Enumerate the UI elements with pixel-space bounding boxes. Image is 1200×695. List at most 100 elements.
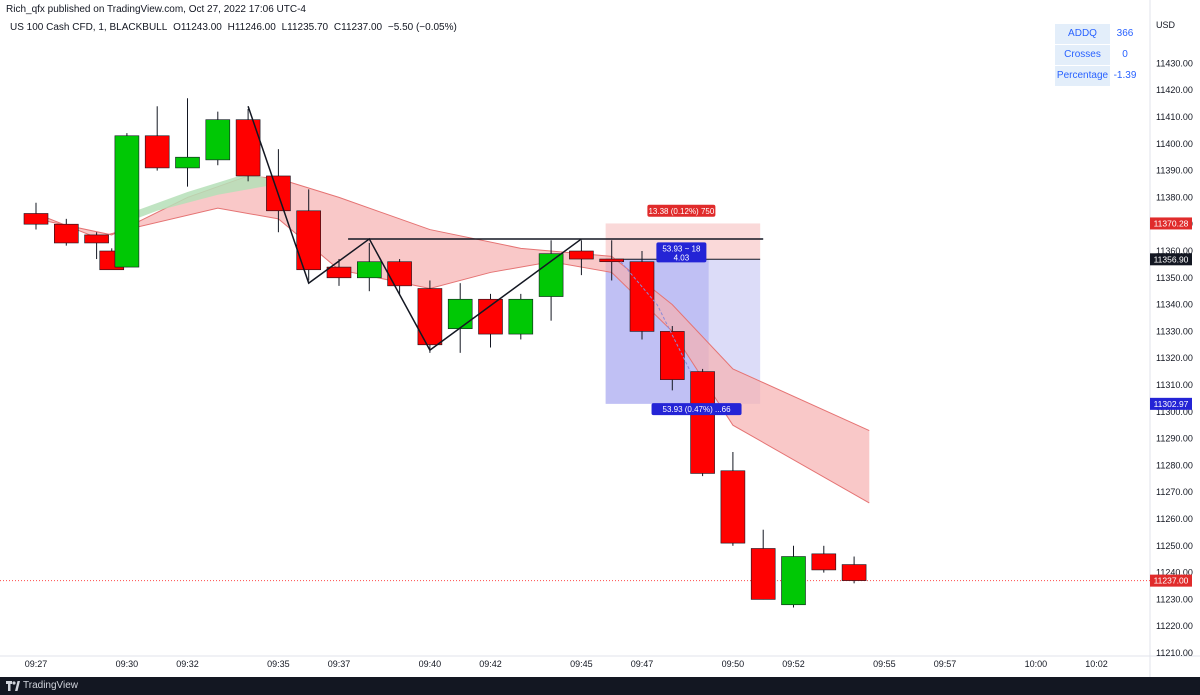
stop-annotation-text: 13.38 (0.12%) 750 [648,207,714,216]
x-tick-label: 09:45 [570,659,593,669]
y-tick-label: 11280.00 [1156,460,1193,470]
price-label-box [1150,397,1192,410]
candle-body [144,135,170,169]
target-annotation-box [651,403,742,416]
candle [690,368,715,477]
candle-body [23,213,49,225]
candle [781,545,806,608]
candle [23,202,49,230]
y-tick-label: 11380.00 [1156,192,1193,202]
x-tick-label: 09:27 [25,659,48,669]
candle [144,106,170,171]
candle-body [599,258,625,263]
y-tick-label: 11210.00 [1156,648,1193,658]
candle [841,556,867,584]
candle-body [659,331,685,380]
x-tick-label: 10:02 [1085,659,1108,669]
candle [629,251,655,340]
symbol-info: US 100 Cash CFD, 1, BLACKBULL O11243.00 … [10,22,460,33]
y-tick-label: 11430.00 [1156,58,1193,68]
candle-body [569,250,594,260]
y-tick-label: 11300.00 [1156,407,1193,417]
candle [538,240,564,321]
candle-body [326,266,352,279]
candle-body [387,261,412,287]
x-tick-label: 09:32 [176,659,199,669]
price-chart[interactable]: 11210.00 11220.00 11230.00 11240.00 11250.00… [0,0,1200,677]
stats-row-percentage: Percentage -1.39 [1055,66,1140,86]
y-tick-label: 11260.00 [1156,514,1193,524]
y-tick-label: 11320.00 [1156,353,1193,363]
candle [569,240,594,276]
candle-body [114,135,140,268]
ohlc-close: C11237.00 [333,22,383,33]
footer-bar: TradingView [0,677,1200,695]
price-label-box [1150,217,1192,230]
position-annotation-text-2: 4.03 [674,253,690,262]
zigzag-pattern [247,106,582,352]
stats-value: 0 [1122,49,1128,60]
stats-value: 366 [1116,28,1134,39]
y-tick-label: 11360.00 [1156,246,1193,256]
price-label-text: 11370.28 [1154,218,1189,228]
candle-body [478,298,503,335]
y-tick-label: 11290.00 [1156,434,1193,444]
candle [417,280,443,353]
y-tick-label: 11240.00 [1156,568,1193,578]
y-tick-label: 11410.00 [1156,112,1193,122]
candle [720,452,746,546]
candle [84,232,109,260]
candle [750,529,776,600]
x-tick-label: 09:30 [116,659,139,669]
stats-label: Percentage [1055,66,1110,86]
y-tick-label: 11220.00 [1156,621,1193,631]
candle-body [417,288,443,346]
x-tick-label: 09:50 [722,659,745,669]
candle-body [841,564,867,581]
ohlc-change: −5.50 (−0.05%) [387,22,457,33]
candle-body [175,156,200,169]
footer-brand: TradingView [23,680,79,691]
candle [114,133,140,268]
x-tick-label: 09:57 [934,659,957,669]
stats-table: ADDQ 366 Crosses 0 Percentage -1.39 [1055,24,1140,87]
y-tick-label: 11330.00 [1156,326,1193,336]
candle [508,293,534,340]
position-annotation-text: 53.93 ~ 18 [662,244,701,253]
y-tick-label: 11420.00 [1156,85,1193,95]
candle-body [447,298,473,330]
y-tick-label: 11350.00 [1156,273,1193,283]
x-tick-label: 09:47 [631,659,654,669]
candle [235,108,261,182]
position-annotation-box [656,242,707,263]
stats-row-crosses: Crosses 0 [1055,45,1140,65]
ohlc-open: O11243.00 [173,22,222,33]
ema-ribbon-green [136,173,279,219]
symbol-name: US 100 Cash CFD, 1, BLACKBULL [10,22,168,33]
trade-path-line [620,261,691,372]
candle [326,259,352,286]
ohlc-low: L11235.70 [281,22,329,33]
y-tick-label: 11310.00 [1156,380,1193,390]
price-label-box [1150,253,1192,266]
candle [356,242,382,292]
ohlc-high: H11246.00 [227,22,276,33]
candle [811,545,837,573]
candle-body [235,119,261,177]
candle [659,326,685,391]
candle-body [53,223,79,244]
candle-body [205,119,231,161]
candle-body [538,253,564,297]
price-label-text: 11237.00 [1154,576,1189,586]
target-annotation-text: 53.93 (0.47%) ...66 [663,405,732,414]
candle-body [356,261,382,279]
y-tick-label: 11390.00 [1156,166,1193,176]
x-tick-label: 09:37 [328,659,351,669]
x-tick-label: 09:42 [479,659,502,669]
currency-label: USD [1156,20,1176,30]
price-label-text: 11302.97 [1154,399,1189,409]
candle-body [690,371,715,474]
ema-ribbon-red [36,176,870,503]
published-by: Rich_qfx published on TradingView.com, O… [6,4,306,15]
x-tick-label: 09:55 [873,659,896,669]
